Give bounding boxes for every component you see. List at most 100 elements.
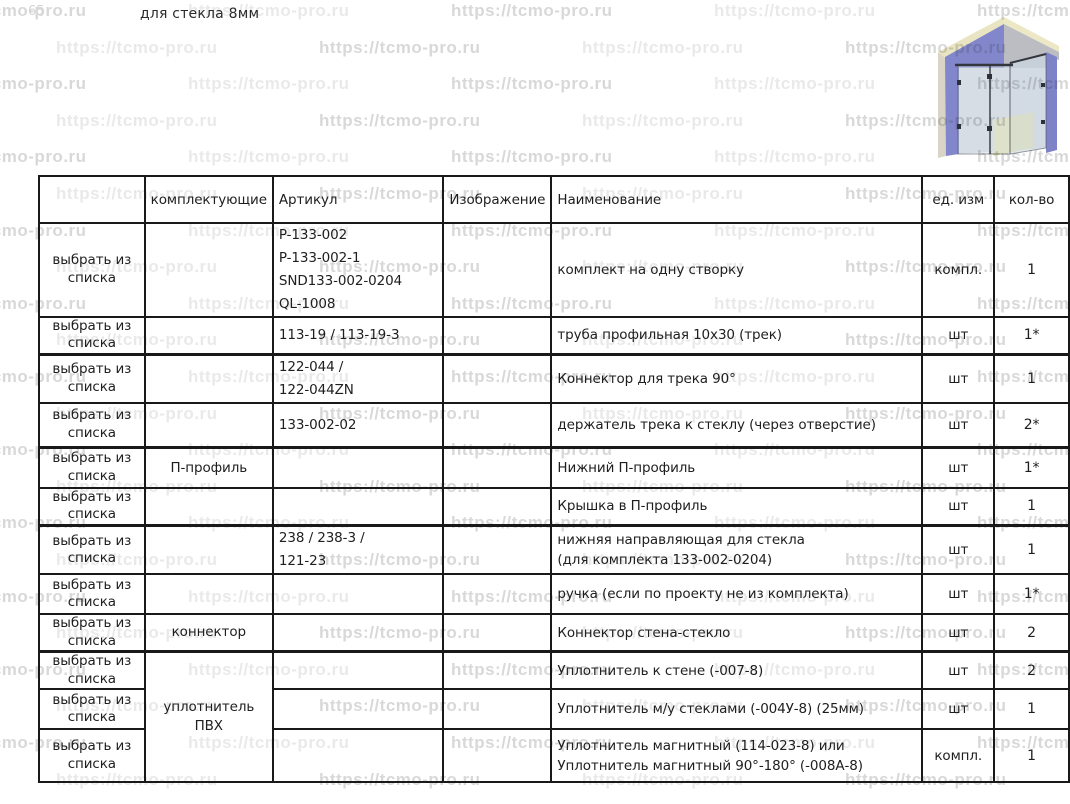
watermark-text: https://tcmo-pro.ru bbox=[451, 147, 613, 167]
qty-cell: 1 bbox=[993, 222, 1070, 318]
name-cell: комплект на одну створку bbox=[550, 222, 924, 318]
table-header-row: комплектующие Артикул Изображение Наимен… bbox=[38, 175, 1070, 224]
header-article: Артикул bbox=[271, 175, 445, 224]
component-cell bbox=[143, 573, 274, 616]
watermark-text: https://tcmo-pro.ru bbox=[451, 1, 613, 20]
article-cell: P-133-002 P-133-002-1 SND133-002-0204 QL… bbox=[271, 222, 445, 318]
watermark-text: https://tcmo-pro.ru bbox=[582, 110, 744, 130]
component-cell bbox=[143, 524, 274, 576]
article-cell bbox=[271, 573, 445, 616]
watermark-text: https://tcmo-pro.ru bbox=[319, 110, 481, 130]
qty-cell: 2 bbox=[993, 613, 1070, 653]
unit-cell: шт bbox=[921, 613, 996, 653]
select-from-list-cell[interactable]: выбрать из списка bbox=[38, 222, 146, 318]
header-unit: ед. изм bbox=[921, 175, 996, 224]
component-cell bbox=[143, 352, 274, 404]
select-from-list-cell[interactable]: выбрать из списка bbox=[38, 573, 146, 616]
watermark-text: https://tcmo-pro.ru bbox=[714, 147, 876, 167]
table-row: выбрать из списка коннектор Коннектор ст… bbox=[38, 613, 1070, 653]
article-cell bbox=[271, 688, 445, 731]
image-cell bbox=[442, 401, 553, 449]
component-cell: П-профиль bbox=[143, 446, 274, 489]
select-from-list-cell[interactable]: выбрать из списка bbox=[38, 728, 146, 784]
table-row: выбрать из списка 122-044 / 122-044ZN Ко… bbox=[38, 352, 1070, 404]
select-from-list-cell[interactable]: выбрать из списка bbox=[38, 446, 146, 489]
article-cell bbox=[271, 486, 445, 527]
watermark-text: https://tcmo-pro.ru bbox=[451, 74, 613, 94]
table-row: выбрать из списка Крышка в П-профиль шт … bbox=[38, 486, 1070, 527]
watermark-text: https://tcmo-pro.ru bbox=[188, 74, 350, 94]
select-from-list-cell[interactable]: выбрать из списка bbox=[38, 613, 146, 653]
image-cell bbox=[442, 650, 553, 691]
watermark-text: https://tcmo-pro.ru bbox=[714, 74, 876, 94]
article-cell: 133-002-02 bbox=[271, 401, 445, 449]
header-component: комплектующие bbox=[143, 175, 274, 224]
watermark-text: https://tcmo-pro.ru bbox=[0, 147, 87, 167]
unit-cell: шт bbox=[921, 401, 996, 449]
shower-enclosure-3d-icon bbox=[938, 17, 1059, 158]
table-row: выбрать из списка 238 / 238-3 / 121-23 н… bbox=[38, 524, 1070, 576]
select-from-list-cell[interactable]: выбрать из списка bbox=[38, 650, 146, 691]
image-cell bbox=[442, 524, 553, 576]
watermark-text: https://tcmo-pro.ru bbox=[56, 37, 218, 57]
name-cell: Нижний П-профиль bbox=[550, 446, 924, 489]
article-cell bbox=[271, 728, 445, 784]
unit-cell: компл. bbox=[921, 222, 996, 318]
select-from-list-cell[interactable]: выбрать из списка bbox=[38, 352, 146, 404]
name-cell: держатель трека к стеклу (через отверсти… bbox=[550, 401, 924, 449]
image-cell bbox=[442, 352, 553, 404]
select-from-list-cell[interactable]: выбрать из списка bbox=[38, 524, 146, 576]
image-cell bbox=[442, 222, 553, 318]
select-from-list-cell[interactable]: выбрать из списка bbox=[38, 315, 146, 356]
qty-cell: 1* bbox=[993, 446, 1070, 489]
qty-cell: 1 bbox=[993, 486, 1070, 527]
table-row: выбрать из списка Уплотнитель м/у стекла… bbox=[38, 688, 1070, 731]
unit-cell: шт bbox=[921, 688, 996, 731]
header-name: Наименование bbox=[550, 175, 924, 224]
qty-cell: 1 bbox=[993, 524, 1070, 576]
qty-cell: 2 bbox=[993, 650, 1070, 691]
watermark-text: https://tcmo-pro.ru bbox=[714, 1, 876, 20]
watermark-text: https://tcmo-pro.ru bbox=[582, 37, 744, 57]
unit-cell: шт bbox=[921, 315, 996, 356]
shower-enclosure-image bbox=[933, 8, 1063, 158]
name-cell: Крышка в П-профиль bbox=[550, 486, 924, 527]
component-cell: коннектор bbox=[143, 613, 274, 653]
unit-cell: шт bbox=[921, 573, 996, 616]
header-spacer-cell bbox=[38, 175, 146, 224]
header-image: Изображение bbox=[442, 175, 553, 224]
name-cell: Уплотнитель м/у стеклами (-004У-8) (25мм… bbox=[550, 688, 924, 731]
watermark-text: https://tcmo-pro.ru bbox=[319, 37, 481, 57]
qty-cell: 1 bbox=[993, 688, 1070, 731]
article-cell: 113-19 / 113-19-3 bbox=[271, 315, 445, 356]
qty-cell: 1* bbox=[993, 315, 1070, 356]
name-cell: ручка (если по проекту не из комплекта) bbox=[550, 573, 924, 616]
select-from-list-cell[interactable]: выбрать из списка bbox=[38, 401, 146, 449]
select-from-list-cell[interactable]: выбрать из списка bbox=[38, 486, 146, 527]
table-row: выбрать из списка 113-19 / 113-19-3 труб… bbox=[38, 315, 1070, 356]
table-row: выбрать из списка ручка (если по проекту… bbox=[38, 573, 1070, 616]
name-cell: Коннектор стена-стекло bbox=[550, 613, 924, 653]
name-cell: Коннектор для трека 90° bbox=[550, 352, 924, 404]
image-cell bbox=[442, 613, 553, 653]
article-cell bbox=[271, 613, 445, 653]
parts-table: комплектующие Артикул Изображение Наимен… bbox=[38, 175, 1070, 784]
component-cell bbox=[143, 315, 274, 356]
header-qty: кол-во bbox=[993, 175, 1070, 224]
name-cell: Уплотнитель магнитный (114-023-8) или Уп… bbox=[550, 728, 924, 784]
component-cell: уплотнитель ПВХ bbox=[143, 650, 274, 784]
component-cell bbox=[143, 401, 274, 449]
unit-cell: шт bbox=[921, 524, 996, 576]
image-cell bbox=[442, 446, 553, 489]
page-number: 65 bbox=[28, 4, 45, 19]
select-from-list-cell[interactable]: выбрать из списка bbox=[38, 688, 146, 731]
article-cell: 238 / 238-3 / 121-23 bbox=[271, 524, 445, 576]
image-cell bbox=[442, 573, 553, 616]
name-cell: труба профильная 10х30 (трек) bbox=[550, 315, 924, 356]
table-row: выбрать из списка уплотнитель ПВХ Уплотн… bbox=[38, 650, 1070, 784]
qty-cell: 1* bbox=[993, 573, 1070, 616]
image-cell bbox=[442, 728, 553, 784]
watermark-text: https://tcmo-pro.ru bbox=[0, 74, 87, 94]
article-cell: 122-044 / 122-044ZN bbox=[271, 352, 445, 404]
